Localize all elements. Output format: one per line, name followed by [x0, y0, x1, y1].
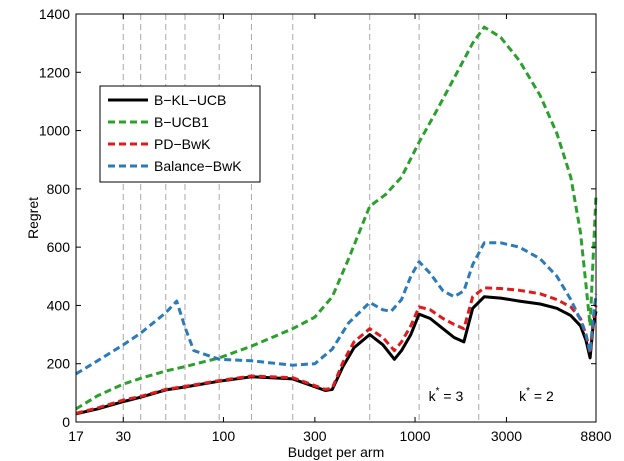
legend-label: B−UCB1	[154, 114, 209, 130]
k-star-annotation: k* = 2	[519, 386, 554, 404]
y-tick-label: 600	[47, 239, 71, 255]
legend-label: PD−BwK	[154, 136, 211, 152]
annotation-superscript: *	[526, 386, 530, 397]
x-tick-label: 100	[212, 428, 236, 444]
annotation-base: k	[429, 388, 437, 404]
annotation-value: = 3	[440, 388, 464, 404]
x-tick-label: 1000	[399, 428, 430, 444]
series-line	[75, 286, 598, 415]
plot-frame	[75, 13, 597, 423]
y-tick-label: 0	[62, 414, 70, 430]
legend-label: Balance−BwK	[154, 158, 242, 174]
series-line	[75, 25, 598, 411]
x-tick-label: 300	[303, 428, 327, 444]
vertical-gridlines	[75, 14, 597, 422]
annotations: k* = 3 k* = 2	[429, 386, 554, 404]
legend-label: B−KL−UCB	[154, 92, 226, 108]
x-tick-label: 30	[115, 428, 131, 444]
y-axis-label: Regret	[25, 197, 41, 239]
y-axis-ticks: 0 200 400 600 800 1000 1200 1400	[39, 6, 596, 430]
x-tick-label: 17	[68, 428, 84, 444]
legend-box	[99, 85, 261, 183]
y-tick-label: 200	[47, 356, 71, 372]
y-tick-label: 1000	[39, 123, 70, 139]
series-lines	[75, 25, 598, 416]
y-tick-label: 1400	[39, 6, 70, 22]
annotation-superscript: *	[436, 386, 440, 397]
k-star-annotation: k* = 3	[429, 386, 464, 404]
x-tick-label: 8800	[580, 428, 611, 444]
x-axis-ticks: 17 30 100 300 1000 3000 8800	[68, 14, 612, 444]
annotation-value: = 2	[530, 388, 554, 404]
series-line	[75, 241, 598, 376]
y-tick-label: 1200	[39, 64, 70, 80]
y-tick-label: 800	[47, 181, 71, 197]
x-tick-label: 3000	[491, 428, 522, 444]
x-axis-label: Budget per arm	[288, 444, 385, 460]
plot-background	[76, 14, 596, 422]
legend: B−KL−UCB B−UCB1 PD−BwK Balance−BwK	[99, 85, 261, 183]
y-tick-label: 400	[47, 297, 71, 313]
annotation-base: k	[519, 388, 527, 404]
